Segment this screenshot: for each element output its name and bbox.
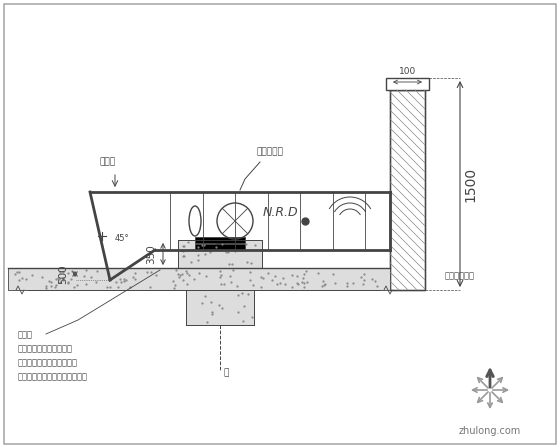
Text: 350: 350: [146, 244, 156, 264]
Bar: [386, 78, 429, 90]
Text: 螺旋缝皮风管: 螺旋缝皮风管: [445, 271, 475, 280]
Bar: [390, 90, 425, 290]
Text: 排烟风机和正压风机不设减: 排烟风机和正压风机不设减: [18, 358, 78, 367]
Bar: [390, 90, 425, 290]
Text: 普通风机采用弹簧减振器: 普通风机采用弹簧减振器: [18, 344, 73, 353]
Text: 成批量: 成批量: [18, 330, 33, 339]
Text: 100: 100: [399, 67, 416, 76]
Bar: [8, 268, 390, 290]
Text: 振器（排烟风机亦不设软接头）: 振器（排烟风机亦不设软接头）: [18, 372, 88, 381]
Text: zhulong.com: zhulong.com: [459, 426, 521, 436]
Bar: [195, 244, 245, 250]
Bar: [195, 237, 245, 243]
Text: N.R.D: N.R.D: [262, 207, 298, 220]
Text: 加压送风机: 加压送风机: [256, 147, 283, 156]
Text: 1500: 1500: [463, 167, 477, 202]
Text: 500: 500: [58, 264, 68, 284]
Text: 防护网: 防护网: [100, 157, 116, 166]
Bar: [186, 290, 254, 325]
Bar: [178, 240, 262, 268]
Bar: [216, 240, 224, 244]
Text: 锚: 锚: [224, 368, 230, 377]
Text: 45°: 45°: [115, 234, 129, 243]
